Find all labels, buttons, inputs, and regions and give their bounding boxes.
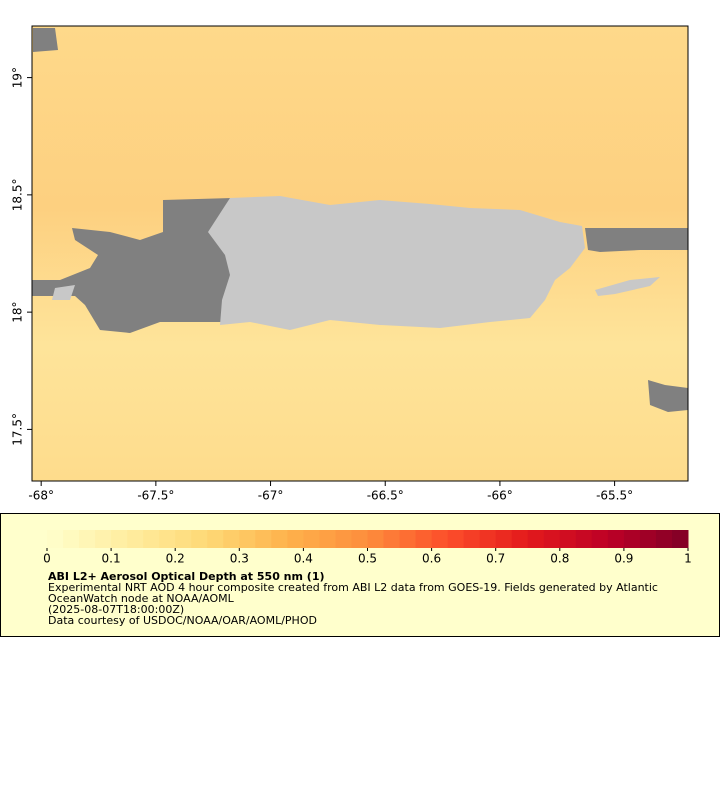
colorbar-cell [303, 530, 320, 548]
colorbar-cell [559, 530, 577, 548]
colorbar-cell [255, 530, 272, 548]
colorbar-cell [191, 530, 208, 548]
colorbar-cell [495, 530, 513, 548]
colorbar-cell [127, 530, 144, 548]
colorbar-cell [607, 530, 625, 548]
x-tick-label: -67.5° [137, 489, 174, 503]
colorbar-cell [367, 530, 385, 548]
colorbar-tick-label: 0.7 [486, 552, 505, 566]
colorbar-cell [511, 530, 529, 548]
colorbar-cell [111, 530, 128, 548]
x-tick-label: -66.5° [367, 489, 404, 503]
colorbar-cell [383, 530, 401, 548]
y-tick-label: 17.5° [11, 413, 25, 446]
colorbar-tick-label: 0.9 [614, 552, 633, 566]
colorbar-cell [239, 530, 256, 548]
land [595, 277, 660, 296]
colorbar-cell [527, 530, 545, 548]
x-tick-label: -67° [258, 489, 284, 503]
colorbar-cell [639, 530, 657, 548]
colorbar-cell [63, 530, 80, 548]
colorbar-tick-label: 0.2 [166, 552, 185, 566]
colorbar-cell [351, 530, 368, 548]
colorbar-tick-label: 1 [684, 552, 692, 566]
colorbar-cell [623, 530, 641, 548]
colorbar-cell [79, 530, 96, 548]
y-tick-label: 18° [11, 301, 25, 322]
map [31, 25, 689, 482]
colorbar-cell [399, 530, 417, 548]
no-data-region [32, 198, 232, 333]
colorbar-cell [271, 530, 288, 548]
colorbar-tick-label: 0 [43, 552, 51, 566]
no-data-region [648, 380, 688, 412]
colorbar-cell [319, 530, 336, 548]
colorbar-cell [159, 530, 176, 548]
colorbar-cell [479, 530, 497, 548]
colorbar-cell [671, 530, 689, 548]
x-tick-label: -68° [28, 489, 54, 503]
colorbar-cell [415, 530, 433, 548]
colorbar-cell [591, 530, 609, 548]
description-line: Experimental NRT AOD 4 hour composite cr… [48, 581, 658, 594]
colorbar-cell [463, 530, 481, 548]
colorbar-cell [287, 530, 304, 548]
colorbar-cell [207, 530, 224, 548]
colorbar-cell [143, 530, 160, 548]
colorbar-cell [95, 530, 112, 548]
colorbar-tick-label: 0.1 [102, 552, 121, 566]
x-tick-label: -65.5° [596, 489, 633, 503]
map-frame [31, 25, 689, 482]
colorbar-tick-label: 0.4 [294, 552, 313, 566]
colorbar-tick-label: 0.6 [422, 552, 441, 566]
colorbar-cell [175, 530, 192, 548]
no-data-region [585, 228, 688, 252]
colorbar-cell [655, 530, 673, 548]
colorbar-cell [47, 530, 64, 548]
colorbar-tick-label: 0.5 [358, 552, 377, 566]
colorbar-cell [543, 530, 561, 548]
y-tick-label: 18.5° [11, 179, 25, 212]
description-line: OceanWatch node at NOAA/AOML [48, 592, 235, 605]
colorbar-cell [335, 530, 352, 548]
colorbar-cell [447, 530, 465, 548]
legend-title: ABI L2+ Aerosol Optical Depth at 550 nm … [48, 570, 325, 583]
colorbar-cell [431, 530, 449, 548]
land [208, 196, 585, 330]
description-line: (2025-08-07T18:00:00Z) [48, 603, 184, 616]
y-tick-label: 19° [11, 67, 25, 88]
no-data-region [33, 28, 58, 52]
x-tick-label: -66° [487, 489, 513, 503]
colorbar-tick-label: 0.3 [230, 552, 249, 566]
colorbar-cell [223, 530, 240, 548]
colorbar-tick-label: 0.8 [550, 552, 569, 566]
description-line: Data courtesy of USDOC/NOAA/OAR/AOML/PHO… [48, 614, 317, 627]
colorbar-cell [575, 530, 593, 548]
land [52, 285, 75, 300]
